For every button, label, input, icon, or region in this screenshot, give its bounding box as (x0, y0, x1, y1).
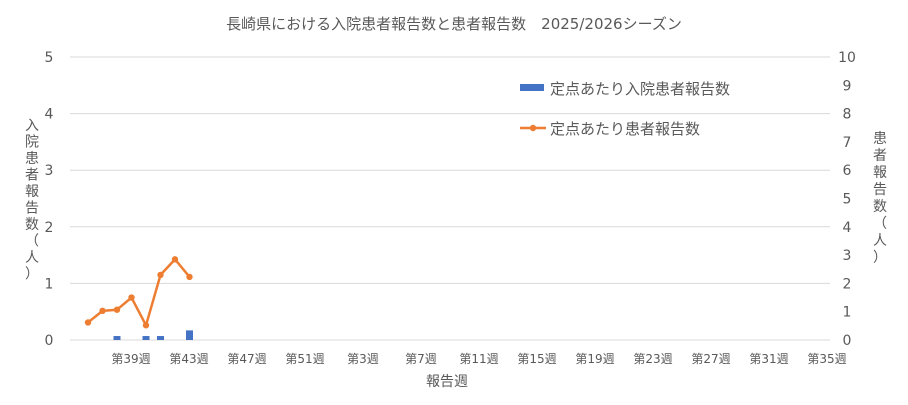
y-tick-label-left: 1 (45, 276, 54, 292)
axis-label-char: ） (873, 250, 887, 266)
y-tick-label-right: 9 (843, 78, 852, 94)
y-tick-label-right: 3 (843, 248, 852, 264)
y-tick-label-left: 2 (45, 220, 54, 236)
legend-line-label: 定点あたり患者報告数 (550, 120, 700, 138)
y-tick-label-left: 5 (45, 50, 54, 66)
x-tick-label: 第23週 (633, 352, 672, 366)
y-tick-label-right: 7 (843, 135, 852, 151)
chart-title: 長崎県における入院患者報告数と患者報告数 2025/2026シーズン (226, 15, 682, 33)
y-tick-label-left: 3 (45, 163, 54, 179)
x-tick-label: 第31週 (749, 352, 788, 366)
bar (157, 336, 164, 340)
line-point (157, 271, 164, 279)
axis-label-char: 告 (873, 182, 887, 198)
x-tick-label: 第7週 (405, 352, 437, 366)
axis-label-char: （ (25, 234, 39, 250)
axis-label-char: ） (25, 267, 39, 283)
legend: 定点あたり入院患者報告数 定点あたり患者報告数 (520, 80, 730, 138)
axis-label-char: 数 (873, 199, 887, 215)
axis-label-char: 報 (25, 184, 39, 200)
legend-line-marker (529, 124, 537, 132)
x-axis-label: 報告週 (426, 374, 468, 390)
right-axis-ticks: 0 1 2 3 4 5 6 7 8 9 10 (838, 50, 856, 349)
left-axis-ticks: 0 1 2 3 4 5 (45, 50, 54, 349)
x-tick-label: 第15週 (517, 352, 556, 366)
line-point (128, 294, 135, 301)
bar (113, 336, 121, 340)
line-series (84, 256, 193, 329)
axis-label-char: 院 (25, 135, 39, 151)
y-axis-label-right: 患者報告数（人） (873, 131, 887, 266)
x-tick-label: 第19週 (575, 352, 614, 366)
x-tick-label: 第43週 (169, 352, 208, 366)
y-tick-label-right: 8 (843, 107, 852, 123)
bar (142, 336, 150, 340)
legend-bar-swatch (520, 84, 544, 91)
x-tick-label: 第39週 (111, 352, 150, 366)
x-tick-label: 第3週 (347, 352, 379, 366)
axis-label-char: （ (873, 216, 887, 232)
y-tick-label-right: 6 (843, 163, 852, 179)
x-tick-label: 第35週 (807, 352, 846, 366)
axis-label-char: 患 (25, 151, 39, 167)
y-tick-label-left: 0 (45, 333, 54, 349)
gridlines (70, 56, 830, 341)
line-point (186, 273, 193, 281)
y-tick-label-right: 10 (838, 50, 856, 66)
y-axis-label-left: 入院患者報告数（人） (25, 118, 39, 283)
axis-label-char: 患 (873, 131, 887, 147)
series-line (87, 258, 191, 327)
x-tick-label: 第51週 (285, 352, 324, 366)
y-tick-label-right: 2 (843, 276, 852, 292)
line-point (113, 306, 121, 313)
line-point (171, 256, 179, 263)
x-tick-label: 第11週 (459, 352, 498, 366)
y-tick-label-right: 1 (843, 305, 852, 321)
bar (186, 330, 193, 340)
axis-label-char: 人 (25, 250, 39, 266)
axis-label-char: 者 (873, 148, 887, 164)
y-tick-label-right: 5 (843, 192, 852, 208)
y-tick-label-left: 4 (45, 107, 54, 123)
axis-label-char: 報 (873, 165, 887, 181)
x-tick-label: 第27週 (691, 352, 730, 366)
line-point (142, 322, 150, 329)
x-tick-label: 第47週 (227, 352, 266, 366)
axis-label-char: 者 (25, 168, 39, 184)
legend-bar-label: 定点あたり入院患者報告数 (550, 80, 730, 98)
line-point (99, 307, 106, 315)
axis-label-char: 入 (25, 118, 39, 134)
x-axis-ticks: 第39週 第43週 第47週 第51週 第3週 第7週 第11週 第15週 第19週 第23週 第2… (111, 352, 846, 366)
axis-label-char: 人 (873, 233, 887, 249)
y-tick-label-right: 0 (843, 333, 852, 349)
bar-series (113, 330, 193, 340)
axis-label-char: 数 (25, 217, 39, 233)
line-point (84, 319, 92, 326)
axis-label-char: 告 (25, 201, 39, 217)
y-tick-label-right: 4 (843, 220, 852, 236)
